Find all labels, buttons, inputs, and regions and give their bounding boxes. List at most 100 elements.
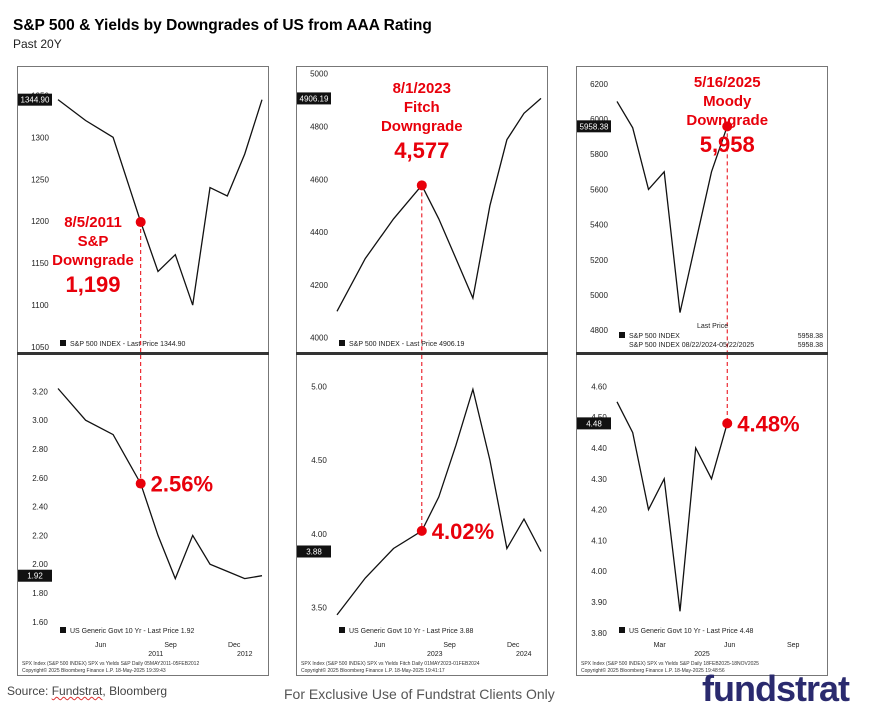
last-price-tag	[297, 92, 331, 105]
annotation-label: S&P	[78, 233, 109, 250]
last-price-tag	[18, 569, 52, 582]
y-tick-label: 2.20	[32, 531, 48, 540]
series-line	[616, 401, 728, 612]
source-prefix: Source:	[7, 684, 52, 698]
source-fundstrat: Fundstrat	[51, 684, 103, 698]
y-tick-label: 6200	[590, 80, 608, 89]
y-tick-label: 1.80	[32, 589, 48, 598]
y-tick-label: 1100	[31, 301, 49, 310]
last-price-tag	[577, 120, 611, 133]
annotation-yield: 4.48%	[737, 411, 799, 436]
chart-svg-2: 5000 4800 4600 4400 4200 4000 4906.19 8/1/2023 F…	[297, 70, 542, 355]
y-tick-label: 4.00	[591, 567, 607, 576]
chart-footnote: Copyright© 2025 Bloomberg Finance L.P. 1…	[301, 667, 445, 674]
last-price-tag	[18, 93, 52, 106]
y-tick-label: 4200	[310, 281, 328, 290]
panel-divider	[576, 352, 828, 355]
y-tick-label: 2.80	[32, 445, 48, 454]
annotation-label: 5/16/2025	[694, 74, 761, 91]
y-tick-label: 4.00	[311, 530, 327, 539]
series-line	[616, 101, 728, 313]
y-tick-label: 4.30	[591, 475, 607, 484]
y-tick-label: 5600	[590, 185, 608, 194]
x-year-label: 2024	[516, 651, 532, 658]
last-price-tag-label: 3.88	[306, 547, 322, 556]
y-tick-label: 1200	[31, 217, 49, 226]
y-tick-label: 5000	[590, 291, 608, 300]
y-tick-label: 4400	[310, 228, 328, 237]
y-tick-label: 5.00	[311, 382, 327, 391]
last-price-tag-label: 4906.19	[300, 94, 329, 103]
annotation-label: Downgrade	[686, 112, 768, 129]
y-tick-label: 3.00	[32, 416, 48, 425]
legend-swatch	[339, 627, 345, 633]
y-tick-label: 4.20	[591, 506, 607, 515]
x-year-label: 2025	[694, 651, 710, 658]
y-tick-label: 5200	[590, 256, 608, 265]
y-tick-label: 4800	[310, 122, 328, 131]
annotation-label: Downgrade	[381, 118, 463, 135]
annotation-value: 1,199	[65, 272, 120, 297]
y-tick-label: 6000	[590, 115, 608, 124]
exclusive-note: For Exclusive Use of Fundstrat Clients O…	[284, 686, 555, 702]
chart-panel-2023-yield: 5.00 4.50 4.00 3.50 3.88 4.02% US Generic Govt…	[296, 354, 548, 676]
x-tick-label: Sep	[164, 642, 177, 649]
y-tick-label: 2.00	[32, 560, 48, 569]
page-title: S&P 500 & Yields by Downgrades of US fro…	[13, 17, 432, 34]
annotation-value: 5,958	[700, 132, 755, 157]
y-tick-label: 1300	[31, 133, 49, 142]
legend-label: US Generic Govt 10 Yr - Last Price 4.48	[629, 628, 753, 635]
y-tick-label: 4.10	[591, 536, 607, 545]
legend-label: S&P 500 INDEX	[629, 333, 680, 340]
y-tick-label: 3.20	[32, 387, 48, 396]
series-line	[336, 386, 542, 616]
x-tick-label: Jun	[95, 642, 106, 649]
chart-svg-4: 6200 6000 5800 5600 5400 5200 5000 4800 5958.38 5…	[577, 74, 823, 355]
legend-label: US Generic Govt 10 Yr - Last Price 3.88	[349, 628, 473, 635]
chart-panel-2011-spx: 13501300125012001150110010501344.908/5/2…	[17, 66, 269, 355]
chart-footnote: SPX Index (S&P 500 INDEX) SPX vs Yields …	[581, 661, 759, 667]
legend-label: S&P 500 INDEX - Last Price 1344.90	[70, 341, 186, 348]
annotation-yield: 2.56%	[151, 472, 213, 497]
x-tick-label: Jun	[374, 642, 385, 649]
last-price-tag	[577, 417, 611, 430]
annotation-label: Fitch	[404, 99, 440, 116]
chart-footnote: SPX Index (S&P 500 INDEX) SPX vs Yields …	[22, 661, 199, 667]
x-tick-label: Mar	[654, 642, 667, 649]
y-tick-label: 1250	[31, 175, 49, 184]
y-tick-label: 1050	[31, 343, 49, 352]
y-tick-label: 5000	[310, 70, 328, 79]
downgrade-marker	[722, 418, 733, 429]
legend-label: US Generic Govt 10 Yr - Last Price 1.92	[70, 628, 194, 635]
y-tick-label: 4.40	[591, 444, 607, 453]
series-line	[57, 388, 263, 581]
chart-panel-2025-spx: 6200 6000 5800 5600 5400 5200 5000 4800 5958.38 5…	[576, 66, 828, 355]
y-tick-label: 1150	[31, 259, 49, 268]
chart-panel-2023-spx: 5000 4800 4600 4400 4200 4000 4906.19 8/1/2023 F…	[296, 66, 548, 355]
y-tick-label: 4600	[310, 175, 328, 184]
y-tick-label: 4.50	[311, 456, 327, 465]
y-tick-label: 5400	[590, 221, 608, 230]
chart-svg-3: 5.00 4.50 4.00 3.50 3.88 4.02% US Generic Govt…	[297, 355, 542, 674]
x-year-label: 2012	[237, 651, 253, 658]
chart-footnote: SPX Index (S&P 500 INDEX) SPX vs Yields …	[301, 661, 480, 667]
legend-swatch	[619, 627, 625, 633]
x-tick-label: Dec	[507, 642, 520, 649]
y-tick-label: 4000	[310, 334, 328, 343]
series-line	[57, 99, 263, 306]
y-tick-label: 3.50	[311, 604, 327, 613]
legend-title: Last Price	[697, 323, 728, 330]
x-tick-label: Sep	[443, 642, 456, 649]
source-note: Source: Fundstrat, Bloomberg	[7, 684, 167, 698]
y-tick-label: 4.60	[591, 382, 607, 391]
annotation-label: Moody	[703, 93, 752, 110]
x-year-label: 2011	[148, 651, 163, 658]
legend-swatch	[60, 627, 66, 633]
x-tick-label: Dec	[228, 642, 241, 649]
y-tick-label: 4800	[590, 326, 608, 335]
legend-value: 5958.38	[798, 342, 823, 349]
panel-divider	[296, 352, 548, 355]
panel-divider	[17, 352, 269, 355]
last-price-tag	[297, 545, 331, 558]
chart-svg-5: 4.604.504.404.304.204.104.003.903.804.48…	[577, 355, 800, 674]
